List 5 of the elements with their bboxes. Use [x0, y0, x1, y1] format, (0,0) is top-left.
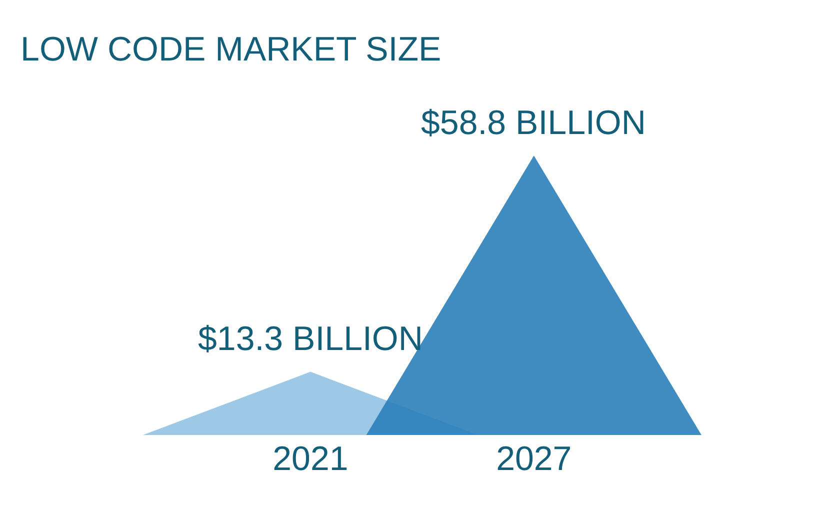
category-label: 2021: [272, 440, 348, 478]
data-label: $13.3 BILLION: [198, 320, 423, 358]
data-label: $58.8 BILLION: [421, 104, 646, 142]
category-label: 2027: [496, 440, 572, 478]
text: LOW CODE MARKET SIZE: [20, 30, 442, 69]
